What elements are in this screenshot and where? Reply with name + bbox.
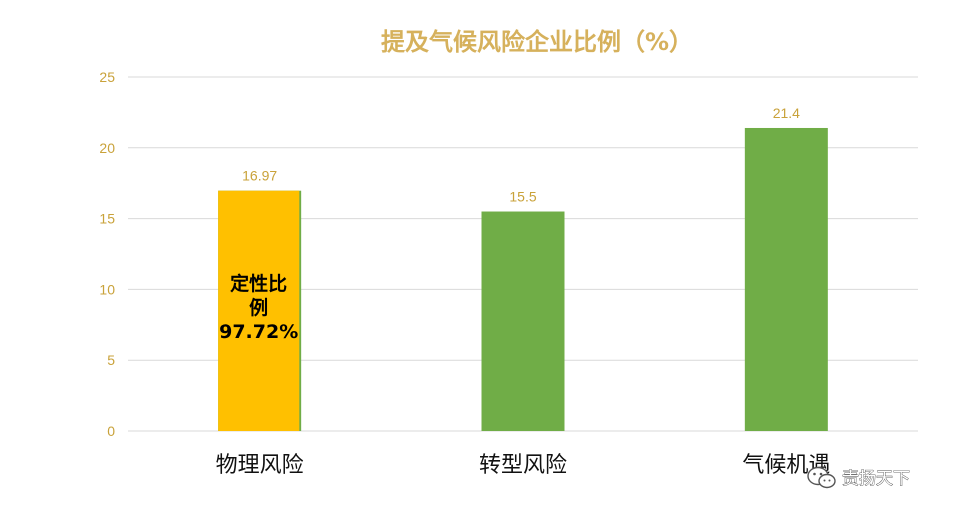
annotation-line: 例 <box>249 296 268 319</box>
data-label: 16.97 <box>242 168 277 184</box>
x-category-label: 转型风险 <box>479 453 567 478</box>
watermark-text: 责扬天下 <box>842 469 910 489</box>
x-category-label: 物理风险 <box>216 453 304 478</box>
annotation-line: 定性比 <box>230 272 287 295</box>
bar <box>481 211 565 431</box>
bars <box>218 127 828 431</box>
data-label: 21.4 <box>773 105 800 121</box>
chart-title: 提及气候风险企业比例（%） <box>381 28 693 56</box>
y-tick-label: 5 <box>107 352 115 368</box>
y-tick-label: 0 <box>107 423 115 439</box>
y-axis: 0 5 10 15 20 25 <box>99 69 115 439</box>
highlight-bar <box>218 190 300 431</box>
data-labels: 16.97 15.5 21.4 <box>242 105 800 205</box>
y-tick-label: 10 <box>99 281 115 297</box>
watermark: 责扬天下 <box>807 466 910 489</box>
data-label: 15.5 <box>509 189 536 205</box>
y-tick-label: 25 <box>99 69 115 85</box>
bar <box>744 127 828 431</box>
annotation-line: 97.72% <box>219 321 298 343</box>
wechat-icon <box>807 466 836 489</box>
x-axis: 物理风险 转型风险 气候机遇 <box>216 453 831 478</box>
y-tick-label: 20 <box>99 140 115 156</box>
y-tick-label: 15 <box>99 211 115 227</box>
